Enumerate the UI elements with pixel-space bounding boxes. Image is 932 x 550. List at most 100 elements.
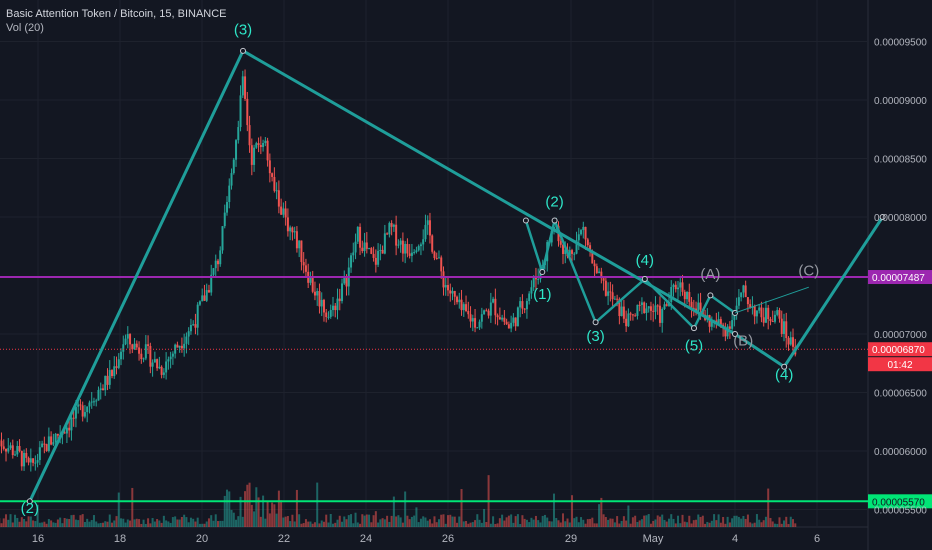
volume-bar bbox=[259, 516, 262, 527]
wave-anchor[interactable] bbox=[551, 217, 558, 224]
volume-bar bbox=[516, 514, 519, 527]
volume-bar bbox=[647, 514, 650, 527]
candle-body bbox=[735, 305, 738, 312]
volume-bar bbox=[501, 514, 504, 527]
wave-anchor[interactable] bbox=[879, 214, 886, 220]
candle-body bbox=[361, 247, 364, 252]
candle-body bbox=[169, 356, 172, 360]
volume-bar bbox=[70, 515, 73, 527]
volume-bar bbox=[350, 514, 353, 527]
candle-body bbox=[381, 249, 384, 254]
candle-body bbox=[246, 98, 249, 126]
volume-bar bbox=[776, 523, 779, 527]
wave-anchor[interactable] bbox=[26, 498, 33, 505]
candle-body bbox=[311, 277, 314, 292]
volume-bar bbox=[237, 516, 240, 527]
time-tick-label: 20 bbox=[196, 533, 208, 545]
projection-line[interactable] bbox=[734, 286, 809, 314]
candle-body bbox=[661, 309, 664, 323]
candle-body bbox=[505, 321, 508, 325]
wave-anchor[interactable] bbox=[781, 363, 788, 370]
volume-bar bbox=[701, 515, 704, 527]
volume-bar bbox=[140, 523, 143, 527]
candle-body bbox=[627, 313, 630, 327]
elliott-wave-drawings[interactable] bbox=[26, 47, 886, 505]
candle-body bbox=[171, 353, 174, 357]
candle-body bbox=[262, 142, 265, 148]
volume-bar bbox=[7, 519, 10, 527]
candlesticks bbox=[0, 69, 797, 472]
candle-body bbox=[329, 310, 332, 317]
volume-bar bbox=[117, 492, 120, 527]
volume-bar bbox=[196, 517, 199, 527]
time-axis[interactable]: 16 18 20 22 24 26 29 May 4 6 bbox=[32, 533, 820, 545]
volume-bar bbox=[273, 504, 276, 527]
volume-bar bbox=[122, 518, 125, 527]
candle-body bbox=[101, 388, 104, 391]
wave-anchor[interactable] bbox=[592, 319, 599, 326]
volume-bar bbox=[449, 514, 452, 527]
volume-bar bbox=[492, 516, 495, 527]
volume-bar bbox=[331, 523, 334, 527]
volume-bar bbox=[83, 521, 86, 527]
volume-bar bbox=[773, 523, 776, 527]
candle-body bbox=[649, 306, 652, 311]
candle-body bbox=[458, 299, 461, 303]
volume-bar bbox=[541, 515, 544, 527]
wave-anchor[interactable] bbox=[240, 47, 246, 54]
volume-bar bbox=[550, 521, 553, 527]
volume-bar bbox=[437, 519, 440, 527]
candle-body bbox=[90, 401, 93, 403]
volume-bar bbox=[377, 522, 380, 527]
candle-body bbox=[406, 243, 409, 254]
wave-label: (B) bbox=[733, 333, 753, 350]
candle-body bbox=[144, 344, 147, 359]
price-axis[interactable]: 0.00009500 0.00009000 0.00008500 0.00008000… bbox=[874, 38, 927, 517]
volume-bar bbox=[674, 523, 677, 527]
volume-bar bbox=[352, 523, 355, 527]
candle-body bbox=[14, 454, 17, 456]
price-tick-label: 0.00008000 bbox=[874, 213, 927, 224]
candle-body bbox=[280, 206, 283, 215]
wave-anchor[interactable] bbox=[732, 331, 738, 337]
candle-body bbox=[672, 284, 675, 287]
wave-line[interactable] bbox=[524, 219, 736, 330]
volume-bar bbox=[686, 522, 689, 527]
volume-bar bbox=[683, 521, 686, 527]
candle-body bbox=[11, 445, 14, 456]
candle-body bbox=[135, 343, 138, 348]
volume-bar bbox=[604, 517, 607, 527]
wave-anchor[interactable] bbox=[539, 268, 546, 275]
volume-bar bbox=[704, 523, 707, 527]
wave-anchor[interactable] bbox=[641, 276, 648, 283]
volume-bar bbox=[789, 516, 792, 527]
volume-bar bbox=[519, 523, 522, 527]
wave-anchor[interactable] bbox=[707, 292, 714, 299]
volume-bar bbox=[564, 521, 567, 527]
candle-body bbox=[277, 190, 280, 207]
candle-body bbox=[149, 346, 152, 367]
candle-body bbox=[205, 290, 208, 301]
candle-body bbox=[485, 310, 488, 312]
wave-anchor[interactable] bbox=[691, 325, 697, 332]
volume-bar bbox=[555, 518, 558, 527]
candle-body bbox=[480, 314, 483, 322]
volume-bar bbox=[216, 521, 219, 527]
candle-body bbox=[494, 298, 497, 316]
time-tick-label: 26 bbox=[442, 533, 454, 545]
horizontal-levels[interactable]: 0.00007487 0.00006870 0.00005570 01:42 bbox=[0, 270, 932, 509]
volume-bar bbox=[755, 514, 758, 527]
wave-anchor[interactable] bbox=[522, 217, 529, 224]
volume-bar bbox=[156, 519, 159, 527]
candle-body bbox=[433, 251, 436, 259]
candle-body bbox=[537, 278, 540, 280]
candle-body bbox=[352, 252, 355, 256]
volume-bar bbox=[86, 518, 89, 527]
volume-bar bbox=[282, 517, 285, 527]
candle-body bbox=[325, 312, 328, 318]
candle-body bbox=[216, 260, 219, 265]
candle-body bbox=[778, 310, 781, 319]
volume-bar bbox=[293, 521, 296, 527]
volume-bar bbox=[424, 517, 427, 527]
